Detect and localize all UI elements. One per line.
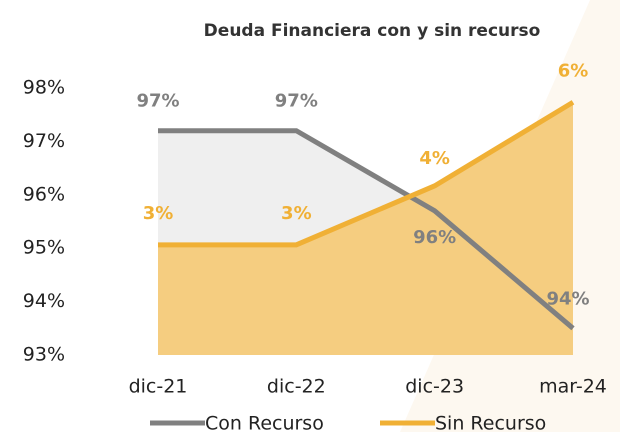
line bbox=[158, 100, 575, 248]
y-tick-label: 94% bbox=[23, 290, 65, 312]
y-tick-label: 98% bbox=[23, 77, 65, 99]
data-label: 3% bbox=[143, 203, 174, 224]
y-tick-label: 93% bbox=[23, 344, 65, 366]
data-label: 97% bbox=[136, 91, 179, 112]
y-tick-label: 96% bbox=[23, 183, 65, 205]
data-label: 96% bbox=[413, 227, 456, 248]
y-tick-label: 97% bbox=[23, 130, 65, 152]
data-label: 94% bbox=[546, 288, 589, 309]
x-tick-label: dic-21 bbox=[129, 376, 188, 398]
legend-label: Con Recurso bbox=[205, 413, 324, 432]
x-tick-label: dic-23 bbox=[405, 376, 464, 398]
data-label: 3% bbox=[281, 203, 312, 224]
line bbox=[158, 128, 575, 331]
data-label: 6% bbox=[558, 60, 589, 81]
y-tick-label: 95% bbox=[23, 237, 65, 259]
data-label: 4% bbox=[419, 148, 450, 169]
data-label: 97% bbox=[275, 91, 318, 112]
legend-label: Sin Recurso bbox=[435, 413, 546, 432]
x-tick-label: mar-24 bbox=[539, 376, 607, 398]
chart-title: Deuda Financiera con y sin recurso bbox=[204, 21, 541, 41]
x-tick-label: dic-22 bbox=[267, 376, 326, 398]
